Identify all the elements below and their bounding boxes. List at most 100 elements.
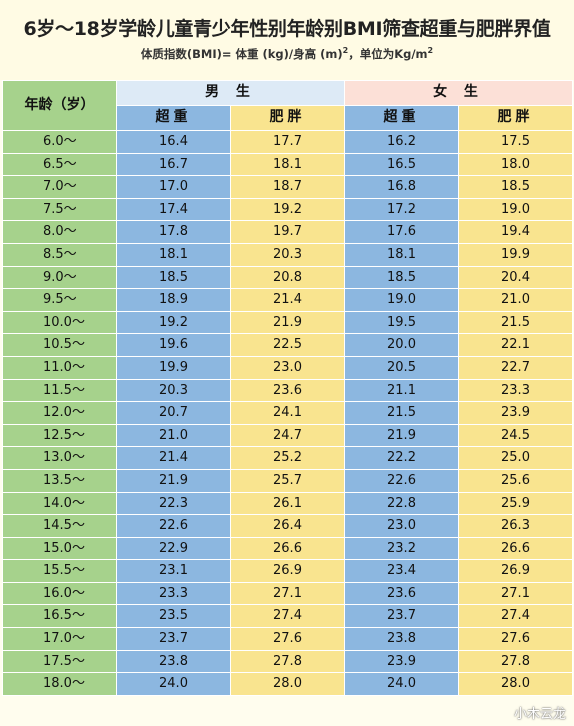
age-cell: 10.5～ [2,333,117,357]
male-obese-cell: 17.7 [230,130,345,154]
female-overweight-cell: 16.2 [344,130,459,154]
bmi-formula: 体质指数(BMI)= 体重 (kg)/身高 (m)2，单位为Kg/m2 [0,46,574,62]
age-cell: 16.0～ [2,581,117,606]
female-overweight-cell: 16.8 [344,175,459,199]
female-overweight-cell: 23.6 [344,581,459,606]
female-overweight-cell: 19.5 [344,310,459,335]
female-overweight-cell: 18.1 [344,242,459,267]
age-cell: 14.0～ [2,491,117,516]
male-overweight-cell: 17.8 [116,220,231,244]
female-overweight-cell: 19.0 [344,288,459,312]
female-overweight-cell: 17.2 [344,197,459,222]
female-overweight-cell: 21.1 [344,378,459,403]
male-obese-cell: 24.1 [230,401,345,425]
male-obese-cell: 18.7 [230,175,345,199]
table-row: 11.5～ 20.3 23.6 21.1 23.3 [2,378,573,403]
age-header: 年龄（岁） [2,80,117,131]
table-row: 8.0～ 17.8 19.7 17.6 19.4 [2,220,573,244]
male-overweight-cell: 23.7 [116,627,231,651]
male-overweight-cell: 22.9 [116,536,231,561]
table-row: 7.5～ 17.4 19.2 17.2 19.0 [2,197,573,222]
female-obese-cell: 21.0 [458,288,573,312]
male-overweight-cell: 23.3 [116,581,231,606]
table-row: 12.5～ 21.0 24.7 21.9 24.5 [2,423,573,448]
page-header: 6岁～18岁学龄儿童青少年性别年龄别BMI筛查超重与肥胖界值 体质指数(BMI)… [0,0,574,80]
table-row: 12.0～ 20.7 24.1 21.5 23.9 [2,401,573,425]
female-overweight-cell: 20.5 [344,355,459,380]
female-overweight-cell: 20.0 [344,333,459,357]
female-obese-cell: 26.6 [458,536,573,561]
table-body: 6.0～ 16.4 17.7 16.2 17.5 6.5～ 16.7 18.1 16.5 18.0… [2,130,573,696]
age-cell: 8.0～ [2,220,117,244]
male-overweight-cell: 18.1 [116,242,231,267]
male-obese-cell: 23.6 [230,378,345,403]
female-overweight-cell: 22.6 [344,468,459,493]
age-cell: 18.0～ [2,672,117,696]
female-header: 女 生 [344,80,573,106]
male-obese-cell: 24.7 [230,423,345,448]
female-overweight-cell: 24.0 [344,672,459,696]
male-overweight-cell: 16.7 [116,152,231,177]
male-overweight-cell: 19.2 [116,310,231,335]
female-obese-cell: 22.7 [458,355,573,380]
male-obese-cell: 26.4 [230,514,345,538]
male-obese-cell: 26.1 [230,491,345,516]
age-cell: 15.5～ [2,559,117,583]
female-obese-cell: 26.3 [458,514,573,538]
female-overweight-cell: 23.4 [344,559,459,583]
male-overweight-cell: 20.3 [116,378,231,403]
male-overweight-cell: 19.9 [116,355,231,380]
female-obese-cell: 19.4 [458,220,573,244]
table-row: 16.5～ 23.5 27.4 23.7 27.4 [2,604,573,629]
male-overweight-cell: 21.9 [116,468,231,493]
female-obese-cell: 26.9 [458,559,573,583]
age-cell: 17.5～ [2,649,117,674]
age-cell: 11.5～ [2,378,117,403]
male-obese-cell: 26.9 [230,559,345,583]
table-row: 9.5～ 18.9 21.4 19.0 21.0 [2,288,573,312]
female-obese-cell: 27.8 [458,649,573,674]
female-obese-header: 肥胖 [458,105,573,131]
male-overweight-cell: 18.5 [116,265,231,290]
female-overweight-cell: 21.5 [344,401,459,425]
male-overweight-cell: 20.7 [116,401,231,425]
female-overweight-cell: 23.7 [344,604,459,629]
table-row: 7.0～ 17.0 18.7 16.8 18.5 [2,175,573,199]
male-obese-cell: 27.8 [230,649,345,674]
female-overweight-cell: 18.5 [344,265,459,290]
table-row: 10.0～ 19.2 21.9 19.5 21.5 [2,310,573,335]
female-obese-cell: 24.5 [458,423,573,448]
age-cell: 9.5～ [2,288,117,312]
age-cell: 13.5～ [2,468,117,493]
female-overweight-cell: 23.9 [344,649,459,674]
male-obese-header: 肥胖 [230,105,345,131]
male-overweight-cell: 16.4 [116,130,231,154]
age-cell: 12.5～ [2,423,117,448]
watermark: 小木云龙 [513,707,566,722]
male-obese-cell: 21.4 [230,288,345,312]
table-row: 17.5～ 23.8 27.8 23.9 27.8 [2,649,573,674]
male-overweight-cell: 19.6 [116,333,231,357]
age-cell: 7.0～ [2,175,117,199]
age-cell: 14.5～ [2,514,117,538]
female-overweight-cell: 17.6 [344,220,459,244]
female-overweight-cell: 22.8 [344,491,459,516]
male-overweight-cell: 22.6 [116,514,231,538]
male-obese-cell: 27.4 [230,604,345,629]
table-row: 13.5～ 21.9 25.7 22.6 25.6 [2,468,573,493]
female-obese-cell: 19.9 [458,242,573,267]
female-obese-cell: 21.5 [458,310,573,335]
table-row: 6.5～ 16.7 18.1 16.5 18.0 [2,152,573,177]
table-row: 14.0～ 22.3 26.1 22.8 25.9 [2,491,573,516]
male-obese-cell: 22.5 [230,333,345,357]
unit-text: ，单位为Kg/m [348,47,428,61]
male-obese-cell: 28.0 [230,672,345,696]
table-row: 18.0～ 24.0 28.0 24.0 28.0 [2,672,573,696]
female-obese-cell: 28.0 [458,672,573,696]
male-overweight-cell: 24.0 [116,672,231,696]
female-obese-cell: 25.9 [458,491,573,516]
female-obese-cell: 19.0 [458,197,573,222]
female-obese-cell: 22.1 [458,333,573,357]
age-cell: 11.0～ [2,355,117,380]
male-obese-cell: 19.2 [230,197,345,222]
